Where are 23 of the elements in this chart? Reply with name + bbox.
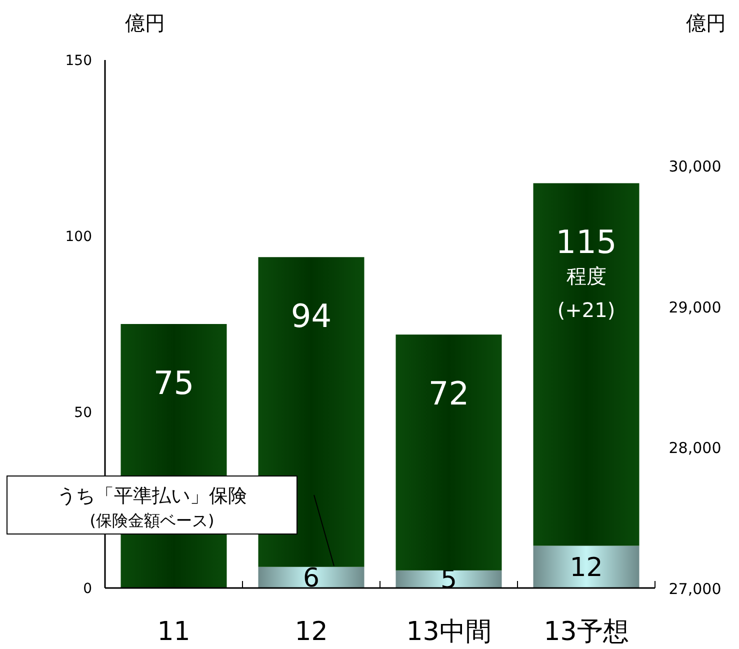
data-label: 6 (302, 563, 320, 594)
y2-tick-label: 29,000 (668, 298, 722, 316)
data-label: 12 (570, 552, 603, 583)
y2-tick-label: 28,000 (668, 439, 722, 458)
x-tick-label: 12 (294, 617, 328, 647)
x-tick-label: 11 (157, 617, 190, 647)
y-axis-title: 億円 (125, 11, 165, 35)
x-tick-label: 13予想 (544, 617, 629, 647)
y-tick-label: 100 (65, 229, 92, 245)
total-label: 72 (428, 374, 470, 413)
annotation: 程度 (566, 264, 606, 288)
y2-tick-label: 27,000 (668, 580, 722, 598)
x-tick-label: 13中間 (406, 617, 492, 647)
y-tick-label: 150 (65, 53, 92, 69)
annotation: (+21) (557, 298, 616, 322)
total-label: 115 (556, 223, 617, 262)
total-label: 75 (153, 364, 194, 402)
text: うち「平準払い」保険 (保険金額ベース) (57, 485, 247, 530)
total-label: 94 (290, 297, 332, 336)
y2-tick-label: 30,000 (668, 158, 722, 176)
y-tick-label: 50 (74, 405, 92, 421)
y-tick-label: 0 (83, 581, 92, 597)
y2-axis-title: 億円 (686, 11, 726, 35)
